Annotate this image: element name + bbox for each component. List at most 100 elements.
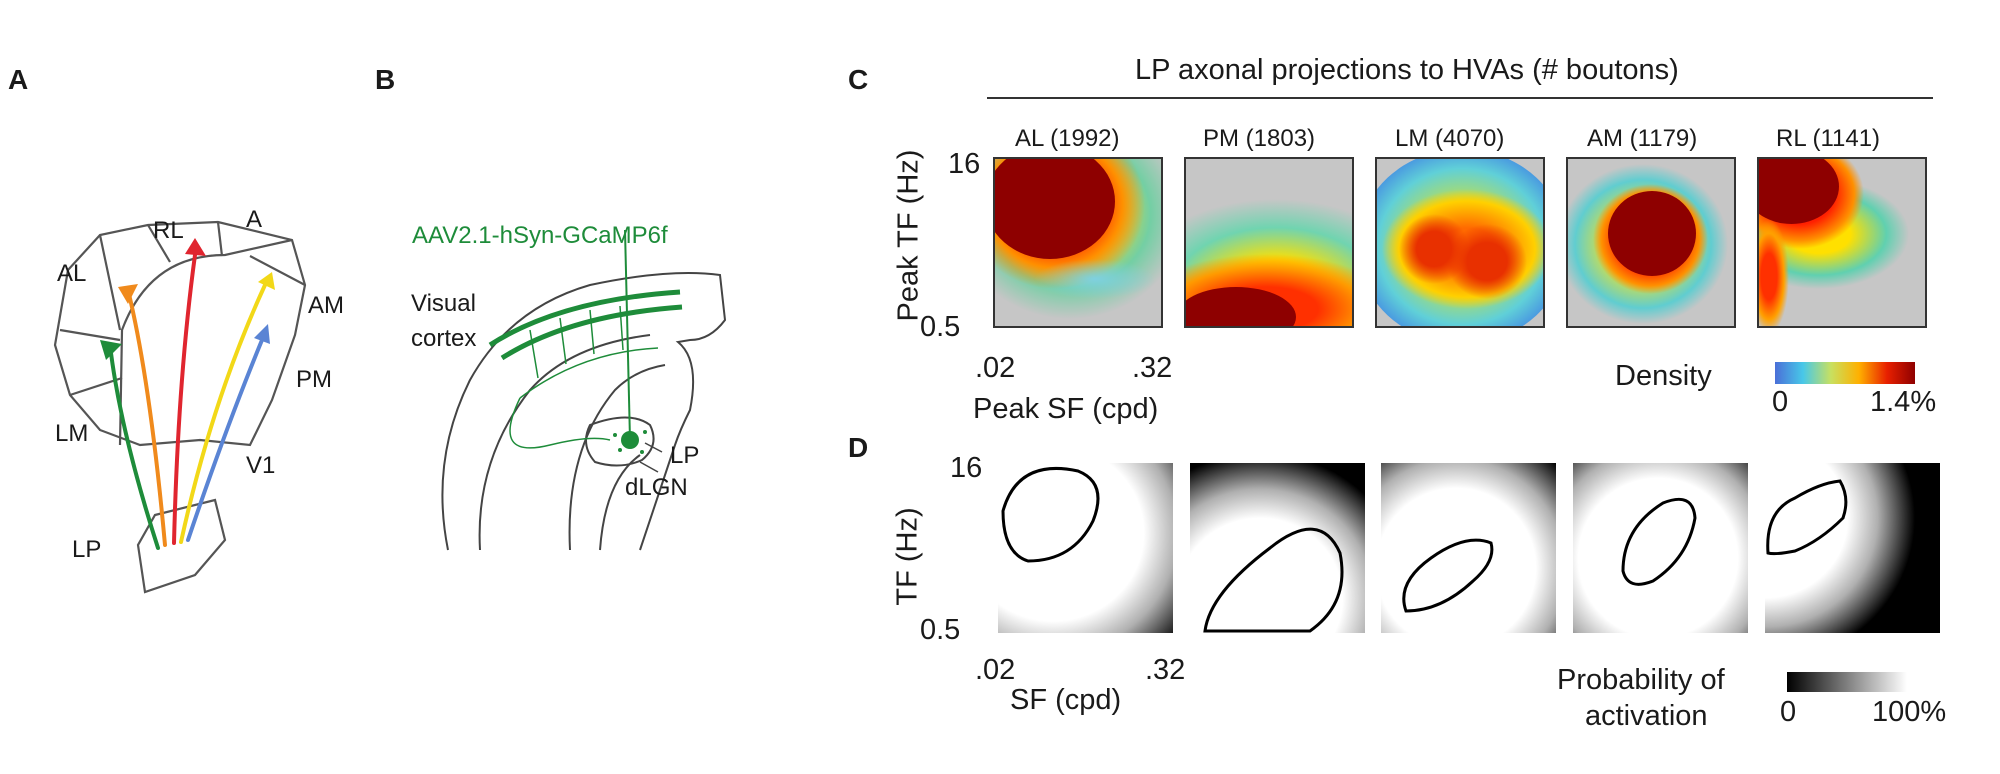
axon-layer-thick-2 xyxy=(500,304,683,361)
dlgn-pointer xyxy=(639,461,659,473)
panel-label-b: B xyxy=(375,64,396,95)
arrowhead-rl xyxy=(185,238,206,256)
visual-cortex-label-2: cortex xyxy=(411,325,477,352)
activation-field xyxy=(998,463,1173,633)
activation-contour xyxy=(1203,527,1344,633)
density-core xyxy=(995,159,1115,259)
lp-label: LP xyxy=(670,442,700,469)
boundary-1 xyxy=(98,234,122,331)
injection-fiber xyxy=(624,230,631,441)
activation-map-rl xyxy=(1765,463,1940,633)
arrow-rl xyxy=(172,253,197,545)
activation-map-am xyxy=(1573,463,1748,633)
lp-pointer xyxy=(644,442,663,453)
panel-label-a: A xyxy=(8,64,29,95)
axon-layer-thin xyxy=(519,347,659,399)
density-core xyxy=(1608,191,1696,276)
area-title-al: AL (1992) xyxy=(1015,125,1120,152)
area-label-a: A xyxy=(246,206,263,233)
area-label-al: AL xyxy=(57,260,87,287)
panel-c-title: LP axonal projections to HVAs (# boutons… xyxy=(1135,54,1679,86)
probability-colorbar xyxy=(1787,672,1907,692)
axon-col-4 xyxy=(619,305,624,351)
arrowhead-pm xyxy=(254,324,270,344)
axon-layer-thick-1 xyxy=(488,289,681,348)
axon-col-3 xyxy=(589,309,595,355)
panel-a-cortex-map xyxy=(53,220,307,594)
lp-injection-site xyxy=(621,431,639,449)
density-colorbar-label: Density xyxy=(1615,360,1712,392)
density-colorbar-max: 1.4% xyxy=(1870,386,1937,418)
density-tail xyxy=(1035,259,1155,299)
area-label-am: AM xyxy=(308,292,344,319)
panel-c-title-rule xyxy=(987,97,1933,99)
lp-dot-4 xyxy=(640,450,644,454)
panel-c-x-left: .02 xyxy=(975,352,1016,384)
activation-map-al xyxy=(998,463,1173,633)
arrowhead-al xyxy=(118,284,138,304)
inner-curve-2 xyxy=(568,364,666,551)
probability-colorbar-label-2: activation xyxy=(1585,700,1708,732)
boundary-4 xyxy=(249,255,306,286)
panel-c-y-top: 16 xyxy=(948,148,981,180)
boundary-3 xyxy=(216,221,224,257)
arrow-pm xyxy=(186,338,264,542)
area-label-lp: LP xyxy=(72,536,102,563)
lp-dot-1 xyxy=(613,433,617,437)
axon-col-1 xyxy=(529,329,539,379)
activation-field xyxy=(1573,463,1748,633)
activation-contour xyxy=(1766,479,1848,556)
arrow-al xyxy=(126,288,167,547)
arrow-am xyxy=(179,283,267,544)
density-colorbar-min: 0 xyxy=(1772,386,1789,418)
cortex-outline xyxy=(53,220,307,447)
density-plot-pm xyxy=(1184,157,1354,328)
lp-outline xyxy=(136,498,227,594)
density-plot-lm xyxy=(1375,157,1545,328)
area-label-pm: PM xyxy=(296,366,332,393)
probability-colorbar-max: 100% xyxy=(1872,696,1947,728)
panel-d-x-left: .02 xyxy=(975,654,1016,686)
area-title-rl: RL (1141) xyxy=(1776,125,1881,152)
area-label-v1: V1 xyxy=(246,452,276,479)
area-title-pm: PM (1803) xyxy=(1203,125,1316,152)
area-label-lm: LM xyxy=(55,420,89,447)
activation-contour xyxy=(1621,497,1697,586)
panel-d-ylabel: TF (Hz) xyxy=(891,507,924,606)
activation-contour xyxy=(1001,466,1100,563)
arrowhead-am xyxy=(258,272,275,290)
panel-d-x-right: .32 xyxy=(1145,654,1186,686)
probability-colorbar-label-1: Probability of xyxy=(1557,664,1725,696)
lp-dot-3 xyxy=(618,448,622,452)
panel-d-y-bottom: 0.5 xyxy=(920,614,961,646)
density-plot-rl xyxy=(1757,157,1927,328)
panel-c-ylabel: Peak TF (Hz) xyxy=(892,149,925,322)
activation-map-pm xyxy=(1190,463,1365,633)
panel-c-y-bottom: 0.5 xyxy=(920,311,961,343)
inner-curve-3 xyxy=(599,454,641,551)
area-title-am: AM (1179) xyxy=(1587,125,1698,152)
thalamus-outline xyxy=(585,416,655,467)
brain-outline xyxy=(441,272,727,551)
density-plot-al xyxy=(993,157,1163,328)
dlgn-label: dLGN xyxy=(625,474,688,501)
visual-cortex-label-1: Visual xyxy=(411,290,476,317)
area-label-rl: RL xyxy=(153,217,184,244)
panel-d-xlabel: SF (cpd) xyxy=(1010,684,1122,716)
activation-map-lm xyxy=(1381,463,1556,633)
panel-c-xlabel: Peak SF (cpd) xyxy=(973,393,1159,425)
panel-b-brain-section xyxy=(441,230,727,551)
density-colorbar xyxy=(1775,362,1915,384)
virus-label: AAV2.1-hSyn-GCaMP6f xyxy=(412,222,668,249)
panel-label-d: D xyxy=(848,432,869,463)
arrowhead-lm xyxy=(100,340,122,360)
activation-contour xyxy=(1402,538,1494,613)
boundary-2 xyxy=(147,224,171,263)
axon-col-2 xyxy=(559,317,567,365)
axon-projection xyxy=(509,397,611,449)
area-title-lm: LM (4070) xyxy=(1395,125,1505,152)
density-plot-am xyxy=(1566,157,1736,328)
panel-c-x-right: .32 xyxy=(1132,352,1173,384)
arrow-lm xyxy=(108,343,160,550)
activation-field xyxy=(1381,463,1556,633)
